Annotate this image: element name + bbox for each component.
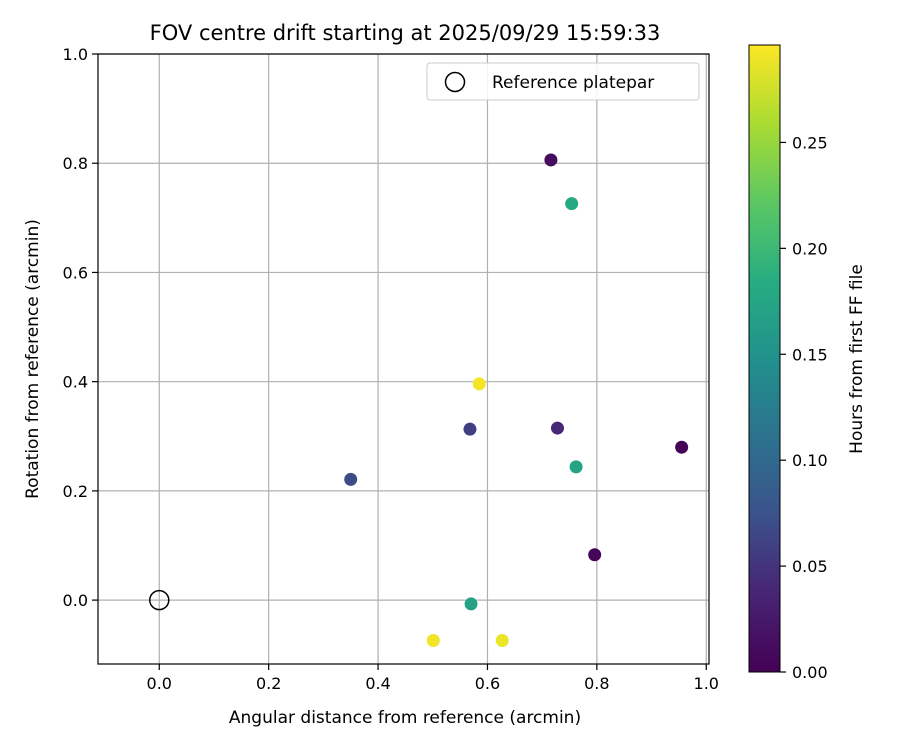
x-tick-label-2: 0.4 — [365, 674, 390, 693]
y-tick-label-0: 0.0 — [63, 591, 88, 610]
colorbar-tick-label-3: 0.15 — [792, 345, 828, 364]
legend-label: Reference platepar — [492, 73, 654, 93]
reference-layer — [149, 589, 170, 611]
colorbar — [748, 44, 781, 673]
data-point-9 — [472, 377, 486, 391]
legend-marker-open-circle — [444, 71, 466, 93]
x-tick-label-4: 0.8 — [584, 674, 609, 693]
reference-point — [149, 589, 170, 611]
legend: Reference platepar — [426, 62, 700, 101]
data-point-6 — [565, 197, 579, 211]
y-axis-label: Rotation from reference (arcmin) — [23, 219, 43, 499]
colorbar-tick-label-1: 0.05 — [792, 557, 828, 576]
colorbar-label: Hours from first FF file — [847, 264, 867, 454]
x-tick-label-0: 0.0 — [147, 674, 172, 693]
data-point-11 — [495, 634, 509, 648]
colorbar-ticks: 0.00 0.05 0.10 0.15 0.20 0.25 — [780, 133, 828, 682]
x-axis-label: Angular distance from reference (arcmin) — [229, 708, 581, 728]
data-point-0 — [544, 153, 558, 167]
x-tick-label-3: 0.6 — [475, 674, 500, 693]
chart-title: FOV centre drift starting at 2025/09/29 … — [150, 21, 661, 45]
y-axis-ticks: 0.0 0.2 0.4 0.6 0.8 1.0 — [63, 45, 98, 610]
colorbar-tick-label-5: 0.25 — [792, 133, 828, 152]
x-axis-ticks: 0.0 0.2 0.4 0.6 0.8 1.0 — [147, 664, 719, 693]
y-tick-label-1: 0.2 — [63, 482, 88, 501]
y-tick-label-4: 0.8 — [63, 154, 88, 173]
data-points — [344, 153, 689, 648]
data-point-3 — [550, 421, 564, 435]
data-point-10 — [426, 634, 440, 648]
data-point-2 — [675, 440, 689, 454]
plot-frame — [97, 53, 710, 665]
x-tick-label-5: 1.0 — [694, 674, 719, 693]
colorbar-tick-label-2: 0.10 — [792, 451, 828, 470]
data-point-5 — [344, 472, 358, 486]
data-point-1 — [588, 548, 602, 562]
data-point-7 — [569, 460, 583, 474]
data-point-8 — [464, 597, 478, 611]
colorbar-tick-label-4: 0.20 — [792, 239, 828, 258]
x-tick-label-1: 0.2 — [256, 674, 281, 693]
y-tick-label-2: 0.4 — [63, 373, 88, 392]
data-point-4 — [463, 422, 477, 436]
y-tick-label-5: 1.0 — [63, 45, 88, 64]
grid-lines — [98, 53, 709, 664]
y-tick-label-3: 0.6 — [63, 263, 88, 282]
legend-box — [426, 62, 700, 101]
colorbar-tick-label-0: 0.00 — [792, 663, 828, 682]
